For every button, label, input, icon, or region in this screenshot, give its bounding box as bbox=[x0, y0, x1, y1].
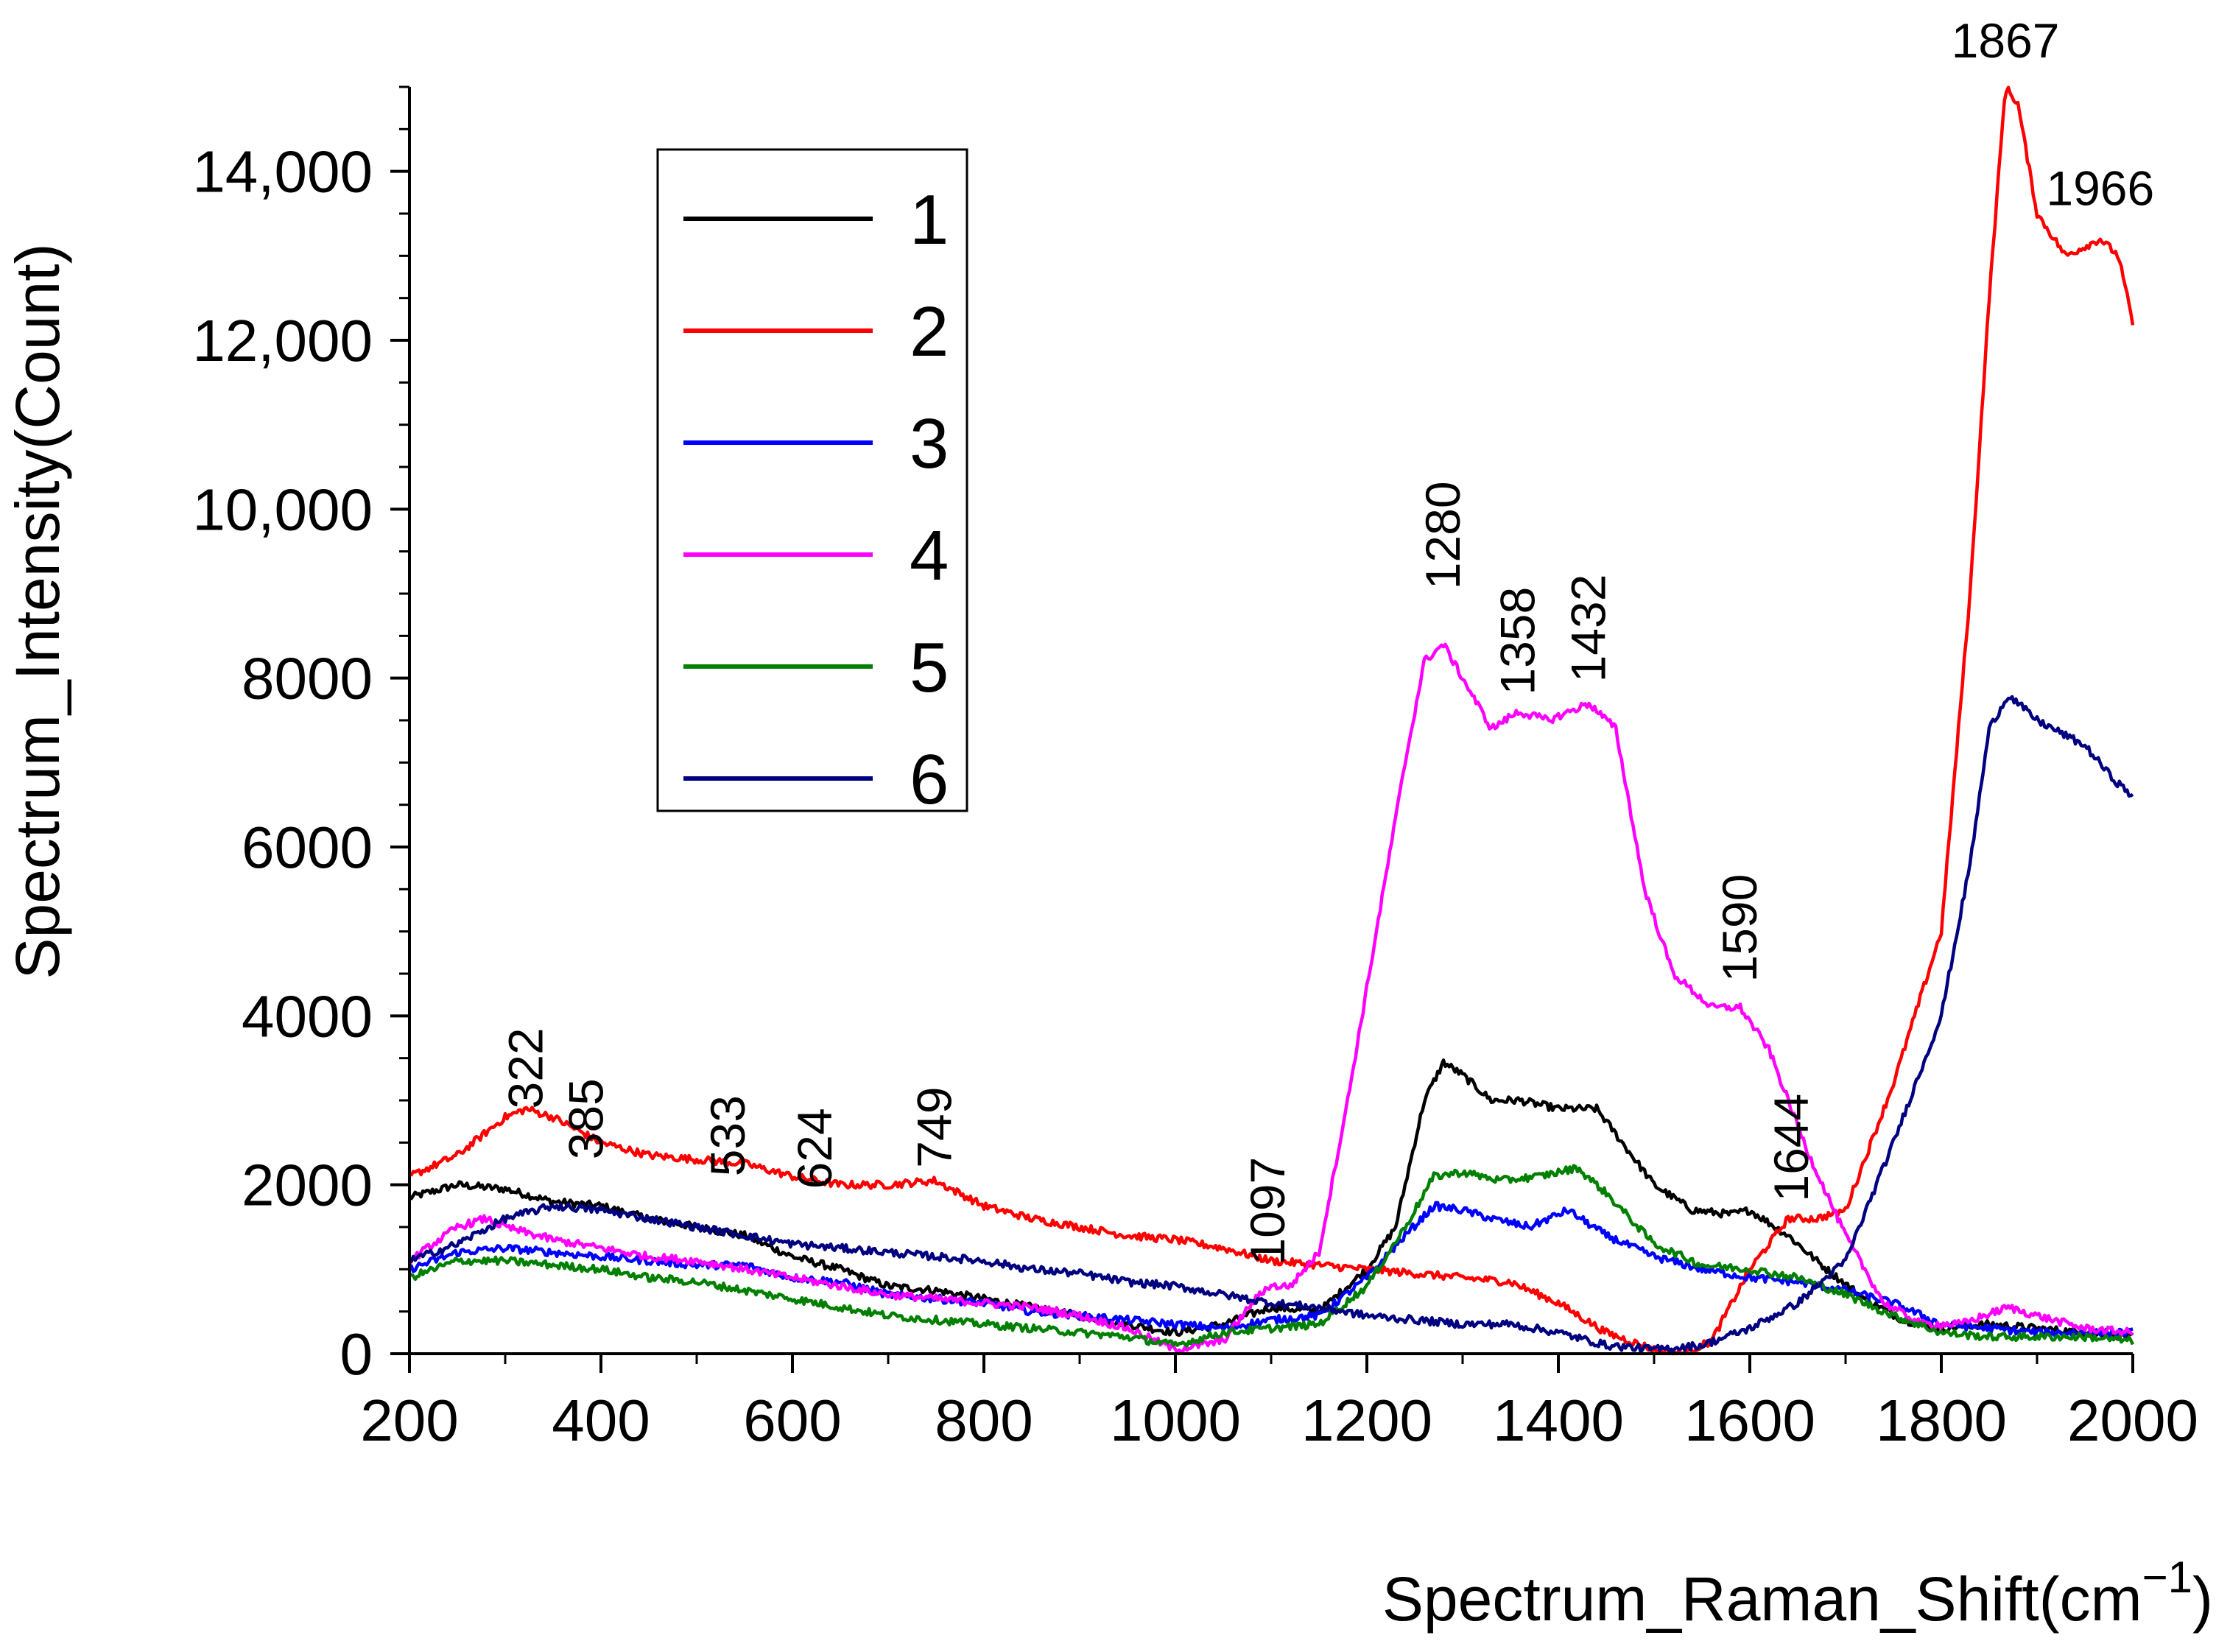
peak-label-1966: 1966 bbox=[2046, 161, 2154, 216]
ticks-group: 200 400 600 800 1000 1200 1400 1600 1800 2000 0 200… bbox=[192, 85, 2198, 1453]
peak-label-322: 322 bbox=[499, 1027, 553, 1108]
x-tick-label-400: 400 bbox=[552, 1388, 650, 1453]
peak-label-1280: 1280 bbox=[1415, 481, 1470, 589]
peak-label-533: 533 bbox=[700, 1095, 755, 1176]
x-tick-label-1200: 1200 bbox=[1301, 1388, 1432, 1453]
legend-label-4: 4 bbox=[910, 516, 949, 595]
series-line-3 bbox=[409, 1201, 2134, 1338]
x-tick-label-1400: 1400 bbox=[1493, 1388, 1624, 1453]
x-axis-title-main: Spectrum_Raman_Shift(cm bbox=[1382, 1564, 2142, 1634]
peak-label-1867: 1867 bbox=[1952, 13, 2060, 68]
y-tick-label-8000: 8000 bbox=[242, 646, 373, 711]
x-tick-label-800: 800 bbox=[935, 1388, 1033, 1453]
legend: 1 2 3 4 5 6 bbox=[656, 148, 968, 819]
y-tick-label-0: 0 bbox=[340, 1321, 373, 1387]
peak-label-1358: 1358 bbox=[1490, 587, 1544, 695]
x-tick-label-1800: 1800 bbox=[1876, 1388, 2007, 1453]
peak-label-624: 624 bbox=[787, 1108, 842, 1189]
x-axis-title-superscript: −1 bbox=[2142, 1553, 2192, 1602]
legend-label-5: 5 bbox=[910, 628, 949, 707]
x-axis-title-close: ) bbox=[2192, 1564, 2213, 1634]
legend-box bbox=[656, 148, 968, 812]
series-line-2 bbox=[408, 85, 2135, 1356]
series-line-5 bbox=[409, 1164, 2135, 1348]
y-axis-title: Spectrum_Intensity(Count) bbox=[3, 243, 72, 979]
x-axis-title: Spectrum_Raman_Shift(cm−1) bbox=[1382, 1553, 2213, 1634]
legend-label-6: 6 bbox=[910, 740, 949, 819]
x-tick-label-1000: 1000 bbox=[1110, 1388, 1241, 1453]
peak-label-385: 385 bbox=[559, 1078, 613, 1159]
series-line-4 bbox=[408, 642, 2134, 1354]
x-tick-label-200: 200 bbox=[360, 1388, 458, 1453]
y-tick-label-4000: 4000 bbox=[242, 983, 373, 1049]
legend-label-3: 3 bbox=[910, 404, 949, 483]
y-tick-label-14000: 14,000 bbox=[192, 139, 373, 205]
legend-label-2: 2 bbox=[910, 292, 949, 371]
y-tick-label-10000: 10,000 bbox=[192, 477, 373, 542]
legend-label-1: 1 bbox=[910, 180, 949, 259]
series-line-6 bbox=[409, 695, 2134, 1354]
peak-label-1644: 1644 bbox=[1764, 1094, 1818, 1202]
peak-label-1590: 1590 bbox=[1712, 874, 1767, 983]
x-tick-label-1600: 1600 bbox=[1684, 1388, 1815, 1453]
series-group bbox=[408, 85, 2135, 1356]
peak-label-1097: 1097 bbox=[1240, 1157, 1295, 1265]
y-tick-label-2000: 2000 bbox=[242, 1153, 373, 1218]
x-tick-label-600: 600 bbox=[743, 1388, 841, 1453]
y-tick-label-6000: 6000 bbox=[242, 815, 373, 880]
y-tick-label-12000: 12,000 bbox=[192, 308, 373, 373]
x-tick-label-2000: 2000 bbox=[2067, 1388, 2198, 1453]
peak-label-749: 749 bbox=[907, 1087, 962, 1168]
peak-label-1432: 1432 bbox=[1561, 574, 1616, 683]
